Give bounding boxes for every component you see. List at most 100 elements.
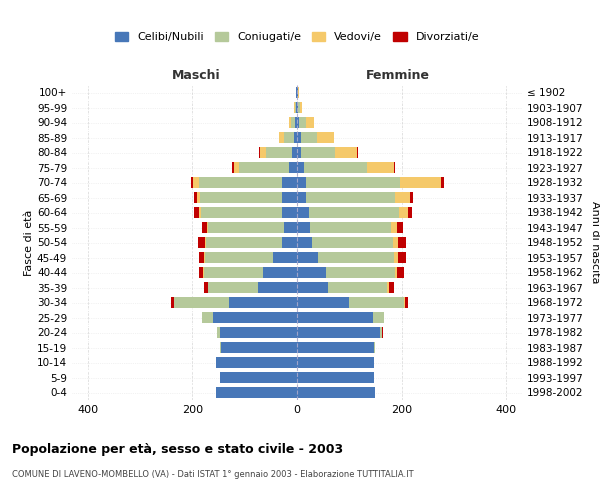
- Bar: [204, 282, 208, 294]
- Bar: [367, 162, 394, 173]
- Bar: [326, 266, 395, 278]
- Bar: [208, 222, 284, 234]
- Bar: [194, 192, 197, 203]
- Bar: [274, 252, 297, 264]
- Bar: [207, 222, 208, 234]
- Bar: [406, 296, 408, 308]
- Bar: [260, 146, 266, 158]
- Bar: [193, 176, 199, 188]
- Bar: [297, 116, 299, 128]
- Bar: [408, 206, 412, 218]
- Bar: [232, 162, 234, 173]
- Bar: [410, 192, 413, 203]
- Bar: [389, 282, 394, 294]
- Bar: [200, 192, 283, 203]
- Bar: [308, 206, 398, 218]
- Bar: [298, 86, 299, 99]
- Bar: [297, 146, 301, 158]
- Bar: [203, 266, 205, 278]
- Bar: [301, 146, 335, 158]
- Bar: [283, 192, 297, 203]
- Bar: [297, 236, 311, 248]
- Bar: [202, 312, 213, 324]
- Bar: [289, 162, 297, 173]
- Bar: [318, 252, 394, 264]
- Bar: [349, 296, 404, 308]
- Bar: [216, 356, 297, 368]
- Bar: [335, 146, 357, 158]
- Text: COMUNE DI LAVENO-MOMBELLO (VA) - Dati ISTAT 1° gennaio 2003 - Elaborazione TUTTI: COMUNE DI LAVENO-MOMBELLO (VA) - Dati IS…: [12, 470, 413, 479]
- Bar: [317, 132, 334, 143]
- Bar: [297, 296, 349, 308]
- Bar: [284, 132, 295, 143]
- Bar: [297, 192, 307, 203]
- Bar: [239, 162, 289, 173]
- Bar: [297, 102, 298, 114]
- Legend: Celibi/Nubili, Coniugati/e, Vedovi/e, Divorziati/e: Celibi/Nubili, Coniugati/e, Vedovi/e, Di…: [110, 28, 484, 47]
- Bar: [394, 162, 395, 173]
- Bar: [397, 266, 404, 278]
- Bar: [299, 102, 302, 114]
- Bar: [283, 176, 297, 188]
- Bar: [394, 252, 398, 264]
- Bar: [297, 266, 326, 278]
- Bar: [374, 342, 376, 353]
- Bar: [216, 386, 297, 398]
- Bar: [202, 222, 207, 234]
- Bar: [174, 296, 229, 308]
- Bar: [234, 162, 239, 173]
- Bar: [395, 192, 410, 203]
- Bar: [299, 116, 307, 128]
- Bar: [194, 206, 199, 218]
- Bar: [172, 296, 174, 308]
- Bar: [393, 236, 398, 248]
- Bar: [205, 236, 206, 248]
- Bar: [199, 206, 201, 218]
- Bar: [191, 176, 193, 188]
- Y-axis label: Anni di nascita: Anni di nascita: [590, 201, 600, 284]
- Y-axis label: Fasce di età: Fasce di età: [24, 210, 34, 276]
- Bar: [297, 132, 301, 143]
- Bar: [199, 176, 283, 188]
- Bar: [283, 206, 297, 218]
- Bar: [357, 146, 358, 158]
- Bar: [217, 326, 220, 338]
- Bar: [213, 312, 297, 324]
- Bar: [297, 282, 328, 294]
- Bar: [205, 252, 274, 264]
- Text: Maschi: Maschi: [172, 69, 220, 82]
- Bar: [291, 116, 295, 128]
- Bar: [398, 236, 406, 248]
- Bar: [380, 326, 382, 338]
- Bar: [263, 266, 297, 278]
- Bar: [398, 206, 408, 218]
- Text: Femmine: Femmine: [366, 69, 430, 82]
- Bar: [229, 296, 297, 308]
- Bar: [297, 342, 374, 353]
- Bar: [258, 282, 297, 294]
- Bar: [307, 116, 314, 128]
- Bar: [400, 176, 442, 188]
- Bar: [297, 386, 376, 398]
- Bar: [220, 326, 297, 338]
- Bar: [298, 102, 299, 114]
- Bar: [295, 116, 297, 128]
- Bar: [220, 372, 297, 384]
- Bar: [289, 116, 291, 128]
- Bar: [266, 146, 292, 158]
- Bar: [404, 296, 406, 308]
- Bar: [197, 192, 200, 203]
- Bar: [221, 342, 297, 353]
- Bar: [297, 252, 318, 264]
- Bar: [208, 282, 258, 294]
- Bar: [311, 236, 393, 248]
- Bar: [307, 176, 400, 188]
- Bar: [295, 102, 296, 114]
- Bar: [201, 206, 283, 218]
- Bar: [297, 326, 380, 338]
- Bar: [382, 326, 383, 338]
- Bar: [297, 176, 307, 188]
- Bar: [442, 176, 444, 188]
- Bar: [307, 192, 395, 203]
- Bar: [259, 146, 260, 158]
